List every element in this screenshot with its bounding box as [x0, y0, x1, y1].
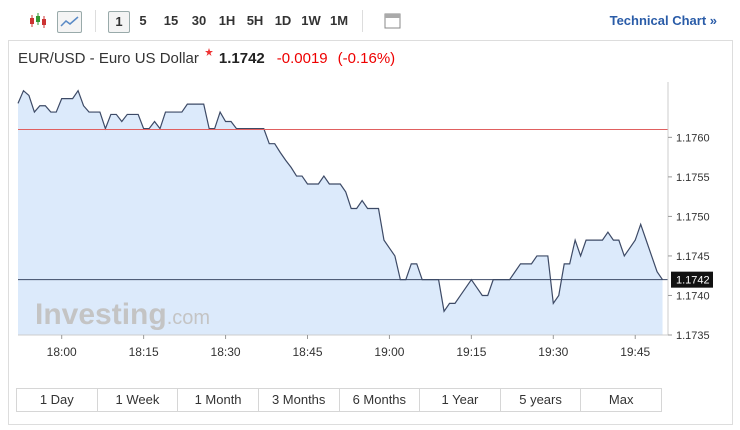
x-tick-label: 19:45 [620, 345, 650, 359]
range-tab[interactable]: 5 years [499, 389, 581, 411]
area-fill [18, 90, 663, 336]
range-tab[interactable]: 1 Week [96, 389, 178, 411]
x-tick-label: 18:00 [47, 345, 77, 359]
separator [95, 10, 96, 32]
y-tick-label: 1.1735 [676, 330, 710, 342]
line-icon[interactable] [57, 11, 82, 33]
x-tick-label: 19:30 [538, 345, 568, 359]
interval-button[interactable]: 1H [218, 13, 236, 28]
interval-button[interactable]: 5 [139, 13, 147, 28]
candle-icon[interactable] [28, 12, 48, 30]
instrument: EUR/USD - Euro US Dollar [18, 50, 199, 67]
x-tick-label: 18:15 [129, 345, 159, 359]
y-tick-label: 1.1755 [676, 172, 710, 184]
marker [204, 48, 213, 56]
interval-button[interactable]: 1D [274, 13, 292, 28]
y-tick-label: 1.1745 [676, 251, 710, 263]
interval-button[interactable]: 1W [301, 13, 321, 28]
watermark-suffix: .com [167, 307, 210, 329]
range-tab[interactable]: 1 Day [39, 392, 74, 407]
price: 1.1742 [218, 50, 265, 67]
x-tick-label: 19:15 [456, 345, 486, 359]
change: -0.0019 [276, 50, 328, 67]
panel [8, 40, 733, 425]
x-tick-label: 18:30 [211, 345, 241, 359]
range-tabs: 1 Day 1 Week 1 Month 3 Months 6 Months 1 Year… [16, 388, 662, 412]
interval-button[interactable]: 5H [246, 13, 264, 28]
range-tab[interactable]: Max [580, 389, 661, 411]
interval-button[interactable]: 15 [163, 13, 179, 28]
watermark-brand: Investing [35, 298, 167, 331]
watermark: Investing.com [35, 298, 210, 331]
last-value-box [671, 271, 713, 288]
interval-button[interactable]: 1 [108, 11, 130, 33]
interval-button[interactable]: 1M [329, 13, 349, 28]
settings-icon[interactable] [384, 13, 401, 29]
separator [362, 10, 363, 32]
y-tick-label: 1.1760 [676, 132, 710, 144]
price-line [17, 89, 664, 313]
change-pct: (-0.16%) [337, 50, 396, 67]
x-tick-label: 18:45 [292, 345, 322, 359]
range-tab[interactable]: 6 Months [338, 389, 420, 411]
interval-button[interactable]: 30 [191, 13, 207, 28]
quote-header: EUR/USD - Euro US Dollar 1.1742 -0.0019 … [18, 48, 396, 67]
range-tab[interactable]: 1 Year [419, 389, 500, 411]
y-tick-label: 1.1750 [676, 211, 710, 223]
range-tab[interactable]: 1 Month [177, 389, 258, 411]
range-tab[interactable]: 3 Months [257, 389, 339, 411]
y-tick-label: 1.1740 [676, 290, 710, 302]
x-tick-label: 19:00 [374, 345, 404, 359]
technical-chart-link[interactable]: Technical Chart » [609, 13, 717, 28]
last-value-label: 1.1742 [676, 275, 710, 287]
